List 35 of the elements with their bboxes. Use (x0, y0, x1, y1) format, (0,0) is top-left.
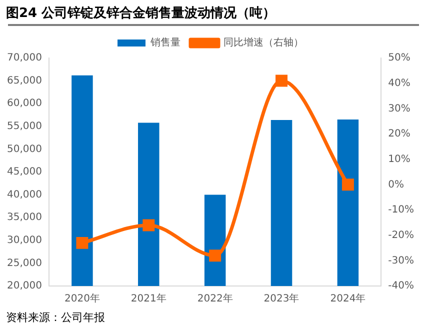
point (142, 219, 155, 232)
y2-tick-label: 50% (388, 52, 410, 64)
legend-label: 销售量 (150, 36, 180, 49)
y-tick-label: 25,000 (6, 258, 42, 269)
y-tick-label: 40,000 (6, 189, 42, 200)
point (276, 74, 288, 87)
y-tick-label: 35,000 (6, 212, 42, 224)
y2-tick-label: -10% (388, 204, 414, 216)
y-tick-label: 30,000 (6, 234, 42, 246)
x-tick-label: 2023年 (264, 292, 300, 305)
y-tick-label: 70,000 (6, 52, 42, 64)
x-tick-label: 2021年 (130, 292, 166, 305)
point (76, 236, 88, 249)
point (342, 178, 354, 191)
x-tick-label: 2020年 (64, 292, 100, 305)
y2-tick-label: -20% (388, 230, 414, 241)
y-tick-label: 45,000 (6, 166, 42, 178)
text: 资料来源：公司年报 (5, 310, 106, 326)
y2-tick-label: 30% (388, 103, 410, 114)
point (209, 250, 222, 262)
y-tick-label: 20,000 (6, 280, 42, 292)
y2-tick-label: 0% (388, 179, 404, 190)
y-tick-label: 60,000 (6, 98, 42, 110)
y-tick-label: 55,000 (6, 120, 42, 132)
x-tick-label: 2022年 (197, 292, 233, 305)
legend-label: 同比增速（右轴） (224, 36, 304, 49)
y-tick-label: 65,000 (6, 75, 42, 86)
y2-tick-label: -40% (388, 280, 414, 292)
y2-tick-label: 20% (388, 128, 410, 140)
chart-title: 图24 公司锌锭及锌合金销售量波动情况（吨） (5, 5, 277, 23)
y-tick-label: 50,000 (6, 144, 42, 155)
x-tick-label: 2024年 (330, 292, 366, 305)
y2-tick-label: 40% (388, 78, 410, 89)
y2-tick-label: 10% (388, 154, 410, 165)
y2-tick-label: -30% (388, 255, 414, 266)
